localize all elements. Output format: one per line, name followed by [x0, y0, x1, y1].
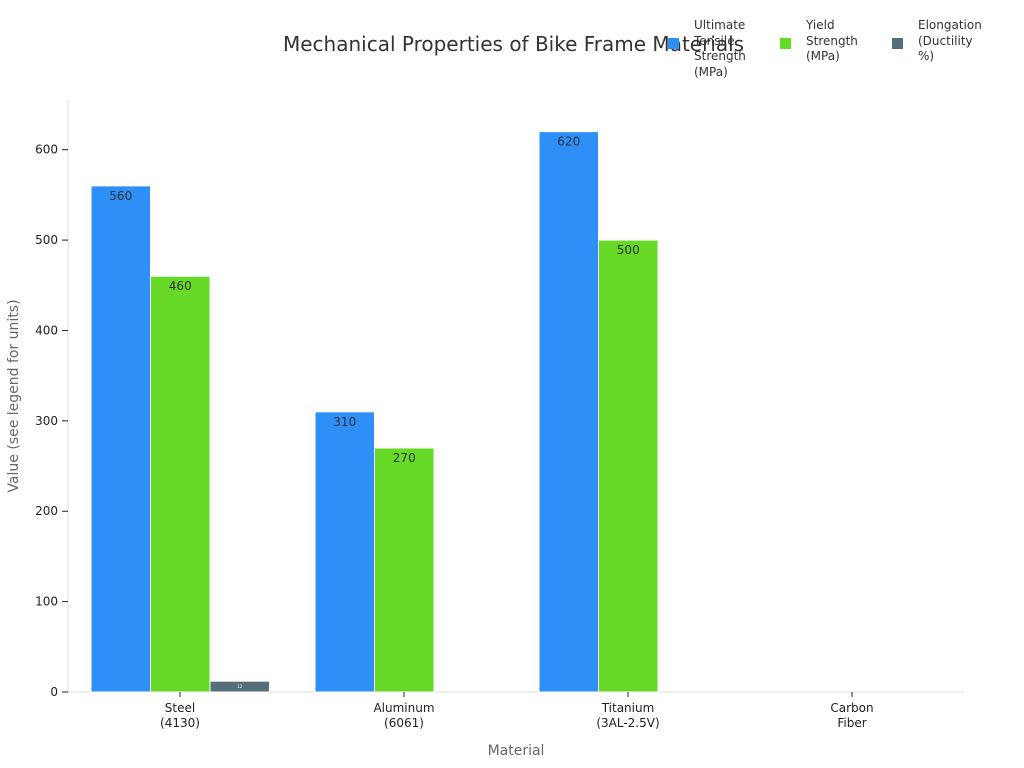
- x-tick-label-titanium-3al-2-5v: Titanium (3AL-2.5V): [596, 701, 659, 730]
- legend-swatch-yield-strength: [780, 38, 791, 49]
- bar-yield-steel-4130[interactable]: [150, 275, 211, 693]
- legend-swatch-ultimate-tensile-strength: [668, 38, 679, 49]
- x-axis-label: Material: [488, 743, 545, 759]
- legend-item-yield-strength[interactable]: Yield Strength (MPa): [780, 18, 874, 80]
- bar-ultimate-steel-4130[interactable]: [90, 185, 151, 693]
- legend-item-ultimate-tensile-strength[interactable]: Ultimate Tensile Strength (MPa): [668, 18, 762, 80]
- bar-yield-titanium-3al-2-5v[interactable]: [598, 239, 659, 693]
- bar-ultimate-aluminum-6061[interactable]: [314, 411, 375, 693]
- data-label-ultimate-aluminum-6061: 310: [333, 415, 356, 429]
- y-ticks-group: 0 100 200 300 400 500 600: [35, 143, 68, 699]
- data-label-elongation-steel-4130: 12: [237, 684, 243, 689]
- bar-elongation-steel-4130[interactable]: [209, 680, 270, 693]
- data-label-ultimate-titanium-3al-2-5v: 620: [557, 135, 580, 149]
- data-label-yield-steel-4130: 460: [169, 279, 192, 293]
- y-tick-label-300: 300: [35, 414, 58, 428]
- bar-ultimate-titanium-3al-2-5v[interactable]: [538, 131, 599, 693]
- x-ticks-group: Steel (4130) Aluminum (6061) Titanium (3AL-2.…: [160, 692, 874, 730]
- x-tick-label-steel-4130: Steel (4130): [160, 701, 200, 730]
- y-tick-label-400: 400: [35, 323, 58, 337]
- y-axis-label: Value (see legend for units): [6, 299, 22, 492]
- bar-yield-aluminum-6061[interactable]: [374, 447, 435, 693]
- x-tick-label-aluminum-6061: Aluminum (6061): [373, 701, 434, 730]
- chart-title: Mechanical Properties of Bike Frame Mate…: [283, 32, 745, 56]
- y-tick-label-200: 200: [35, 504, 58, 518]
- x-tick-label-carbon-fiber: Carbon Fiber: [830, 701, 873, 730]
- data-label-yield-titanium-3al-2-5v: 500: [617, 243, 640, 257]
- y-tick-label-500: 500: [35, 233, 58, 247]
- legend: Ultimate Tensile Strength (MPa) Yield St…: [668, 18, 986, 80]
- y-tick-label-600: 600: [35, 143, 58, 157]
- y-tick-label-0: 0: [50, 685, 58, 699]
- y-tick-label-100: 100: [35, 595, 58, 609]
- legend-label-ultimate-tensile-strength: Ultimate Tensile Strength (MPa): [694, 18, 746, 79]
- legend-label-elongation: Elongation (Ductility %): [918, 18, 982, 63]
- bars-group: 560 310 620 460 270 500 12: [90, 131, 659, 693]
- legend-swatch-elongation: [892, 38, 903, 49]
- legend-label-yield-strength: Yield Strength (MPa): [806, 18, 858, 63]
- data-label-yield-aluminum-6061: 270: [393, 451, 416, 465]
- legend-item-elongation[interactable]: Elongation (Ductility %): [892, 18, 986, 80]
- data-label-ultimate-steel-4130: 560: [109, 189, 132, 203]
